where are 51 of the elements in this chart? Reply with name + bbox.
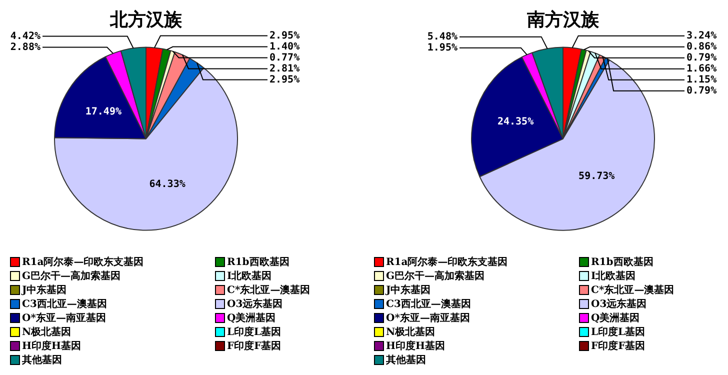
data-label: 0.79% xyxy=(686,52,717,64)
data-label: 3.24% xyxy=(686,30,717,42)
data-label: 0.79% xyxy=(686,85,717,96)
legend-label: O3远东基因 xyxy=(591,297,647,310)
legend-label: F印度F基因 xyxy=(227,339,282,352)
legend-label: R1b西欧基因 xyxy=(227,256,290,268)
legend-label: O*东亚—南亚基因 xyxy=(386,311,470,324)
data-label: 5.48% xyxy=(427,31,458,42)
legend-label: C*东北亚—澳基因 xyxy=(227,283,310,296)
legend-label: I北欧基因 xyxy=(227,270,272,282)
legend-label: R1a阿尔泰—印欧东支基因 xyxy=(22,255,144,268)
legend-label: L印度L基因 xyxy=(591,325,646,338)
data-label: 2.95% xyxy=(270,30,300,42)
chart-title: 南方汉族 xyxy=(526,9,600,30)
legend-label: C*东北亚—澳基因 xyxy=(591,283,674,296)
legend-label: G巴尔干—高加索基因 xyxy=(386,269,485,282)
legend-label: N极北基因 xyxy=(22,326,72,338)
legend-label: N极北基因 xyxy=(386,326,436,338)
data-label: 1.40% xyxy=(270,41,300,52)
legend-label: Q美洲基因 xyxy=(227,311,276,324)
legend-label: C3西北亚—澳基因 xyxy=(22,298,107,310)
legend-label: O3远东基因 xyxy=(227,297,283,310)
data-label: 24.35% xyxy=(497,116,534,128)
data-label: 0.86% xyxy=(686,41,717,52)
legend-label: R1a阿尔泰—印欧东支基因 xyxy=(386,255,508,268)
legend-label: 其他基因 xyxy=(386,354,426,366)
data-label: 1.95% xyxy=(427,42,458,54)
legend-label: C3西北亚—澳基因 xyxy=(386,298,471,310)
data-label: 2.81% xyxy=(270,63,300,74)
legend-label: H印度H基因 xyxy=(386,339,445,352)
data-label: 59.73% xyxy=(578,170,615,182)
legend-label: J中东基因 xyxy=(22,283,67,296)
legend-label: O*东亚—南亚基因 xyxy=(22,311,106,324)
legend-label: Q美洲基因 xyxy=(591,311,640,324)
data-label: 4.42% xyxy=(10,30,40,42)
chart-title: 北方汉族 xyxy=(109,9,183,30)
data-label: 0.77% xyxy=(270,52,300,64)
legend-label: I北欧基因 xyxy=(591,270,636,282)
data-label: 1.15% xyxy=(686,74,717,86)
legend-label: F印度F基因 xyxy=(591,339,646,352)
legend-label: L印度L基因 xyxy=(227,325,282,338)
legend-label: J中东基因 xyxy=(386,283,431,296)
legend-label: 其他基因 xyxy=(22,354,62,366)
data-label: 64.33% xyxy=(149,178,186,190)
data-label: 1.66% xyxy=(686,63,717,74)
legend-label: R1b西欧基因 xyxy=(591,256,654,268)
data-label: 2.95% xyxy=(270,74,300,86)
data-label: 17.49% xyxy=(85,106,122,118)
legend-label: G巴尔干—高加索基因 xyxy=(22,269,121,282)
data-label: 2.88% xyxy=(10,42,40,53)
legend-label: H印度H基因 xyxy=(22,339,81,352)
